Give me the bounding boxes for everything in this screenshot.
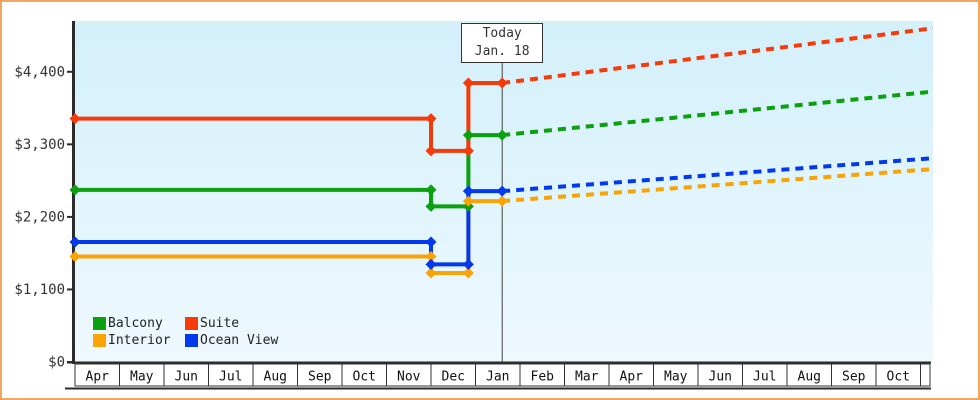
- month-label: Oct: [353, 370, 376, 385]
- month-label: Sep: [842, 370, 866, 385]
- legend-swatch-suite-icon: [185, 317, 198, 330]
- today-annotation-title: Today: [482, 26, 522, 41]
- data-point-interior: [462, 267, 474, 279]
- data-point-ocean-view: [425, 258, 437, 270]
- data-point-ocean-view: [425, 236, 437, 248]
- series-line-suite: [75, 81, 503, 153]
- data-point-balcony: [69, 184, 81, 196]
- data-point-balcony: [425, 200, 437, 212]
- data-point-ocean-view: [462, 185, 474, 197]
- month-label: Jun: [175, 370, 198, 385]
- month-label: Aug: [264, 370, 287, 385]
- data-point-interior: [496, 195, 508, 207]
- month-label: Mar: [575, 370, 599, 385]
- data-point-suite: [425, 145, 437, 157]
- legend-label-balcony: Balcony: [108, 316, 163, 331]
- legend-swatch-ocean-view-icon: [185, 334, 198, 347]
- data-point-interior: [69, 250, 81, 262]
- series-projection-interior: [502, 167, 934, 204]
- legend-item-balcony: Balcony: [93, 316, 185, 331]
- data-point-suite: [496, 77, 508, 89]
- y-tick-label: $1,100: [14, 282, 65, 298]
- month-label: Nov: [397, 370, 421, 385]
- data-point-balcony: [496, 129, 508, 141]
- data-point-suite: [462, 77, 474, 89]
- data-point-suite: [425, 113, 437, 125]
- y-tick-label: $3,300: [14, 137, 65, 153]
- series-projection-suite: [501, 26, 934, 85]
- legend-label-interior: Interior: [108, 333, 171, 348]
- data-point-suite: [69, 113, 81, 125]
- legend-item-ocean-view: Ocean View: [185, 333, 279, 348]
- month-label: Jul: [219, 370, 242, 385]
- month-label: Aug: [798, 370, 821, 385]
- data-point-interior: [425, 250, 437, 262]
- series-line-interior: [75, 199, 503, 275]
- data-point-ocean-view: [462, 258, 474, 270]
- legend-label-ocean-view: Ocean View: [200, 333, 279, 348]
- series-line-ocean-view: [75, 189, 503, 267]
- legend-label-suite: Suite: [200, 316, 240, 331]
- data-point-ocean-view: [496, 185, 508, 197]
- legend-swatch-interior-icon: [93, 334, 106, 347]
- series-projection-ocean-view: [502, 156, 934, 194]
- today-annotation-date: Jan. 18: [474, 44, 530, 59]
- month-label: Jun: [709, 370, 732, 385]
- legend-swatch-balcony-icon: [93, 317, 106, 330]
- data-point-suite: [462, 145, 474, 157]
- month-label: May: [664, 370, 688, 385]
- data-point-balcony: [462, 129, 474, 141]
- month-label: Jul: [753, 370, 776, 385]
- series-line-balcony: [75, 133, 503, 209]
- month-label: Apr: [86, 370, 110, 385]
- chart-legend: Balcony Suite Interior Ocean View: [93, 316, 279, 348]
- series-projection-balcony: [501, 89, 934, 138]
- series-lines: [75, 26, 934, 275]
- month-label: Oct: [887, 370, 910, 385]
- month-label: Feb: [531, 370, 555, 385]
- month-label: Apr: [620, 370, 644, 385]
- data-point-balcony: [425, 184, 437, 196]
- month-label: Sep: [308, 370, 332, 385]
- month-label: May: [130, 370, 154, 385]
- data-point-interior: [425, 267, 437, 279]
- y-tick-label: $4,400: [14, 64, 65, 80]
- legend-item-suite: Suite: [185, 316, 278, 331]
- data-point-ocean-view: [69, 236, 81, 248]
- y-tick-label: $0: [48, 355, 65, 371]
- month-label: Jan: [486, 370, 509, 385]
- y-axis: $0 $1,100 $2,200 $3,300 $4,400: [14, 21, 75, 371]
- y-tick-label: $2,200: [14, 209, 65, 225]
- today-annotation-box: Today Jan. 18: [461, 23, 544, 63]
- series-markers: [69, 77, 508, 279]
- legend-item-interior: Interior: [93, 333, 185, 348]
- month-cell-stub: [920, 363, 931, 387]
- month-label: Dec: [442, 370, 465, 385]
- data-point-interior: [462, 195, 474, 207]
- x-axis: Apr May Jun Jul Aug Sep Oct Nov Dec Jan Feb Mar Apr M…: [65, 361, 931, 390]
